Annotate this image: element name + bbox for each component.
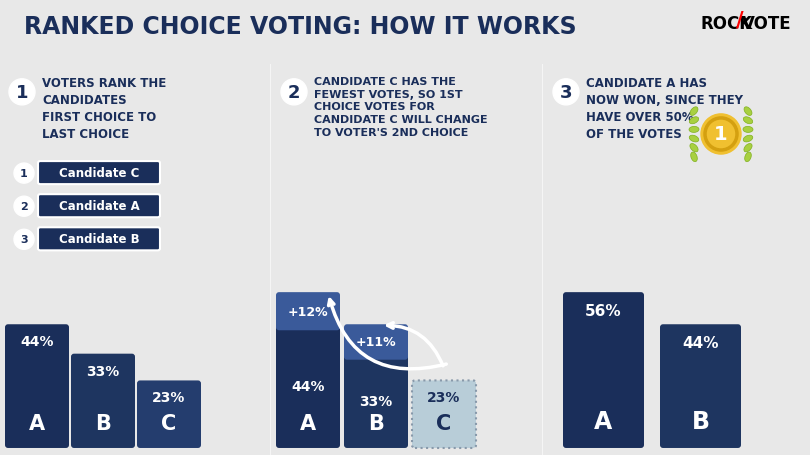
Text: VOTE: VOTE bbox=[742, 15, 791, 33]
Text: Candidate A: Candidate A bbox=[58, 200, 139, 213]
Ellipse shape bbox=[690, 144, 698, 152]
Text: 1: 1 bbox=[714, 125, 728, 144]
FancyBboxPatch shape bbox=[276, 324, 340, 448]
Text: 23%: 23% bbox=[428, 391, 461, 404]
FancyBboxPatch shape bbox=[38, 195, 160, 218]
Circle shape bbox=[14, 164, 34, 184]
FancyBboxPatch shape bbox=[344, 354, 408, 448]
Ellipse shape bbox=[744, 117, 752, 125]
Text: 1: 1 bbox=[20, 169, 28, 179]
Text: B: B bbox=[95, 413, 111, 433]
Text: Candidate B: Candidate B bbox=[58, 233, 139, 246]
FancyBboxPatch shape bbox=[5, 324, 69, 448]
Text: A: A bbox=[29, 413, 45, 433]
Text: 33%: 33% bbox=[87, 364, 120, 378]
FancyBboxPatch shape bbox=[412, 380, 476, 448]
Text: Candidate C: Candidate C bbox=[59, 167, 139, 180]
Text: A: A bbox=[595, 409, 612, 433]
Ellipse shape bbox=[689, 136, 699, 142]
Ellipse shape bbox=[691, 153, 697, 162]
FancyBboxPatch shape bbox=[563, 293, 644, 448]
Text: C: C bbox=[437, 413, 452, 433]
Ellipse shape bbox=[689, 127, 699, 133]
FancyBboxPatch shape bbox=[38, 162, 160, 185]
Text: 44%: 44% bbox=[20, 334, 53, 349]
Text: C: C bbox=[161, 413, 177, 433]
Text: VOTERS RANK THE
CANDIDATES
FIRST CHOICE TO
LAST CHOICE: VOTERS RANK THE CANDIDATES FIRST CHOICE … bbox=[42, 76, 166, 141]
Text: 23%: 23% bbox=[152, 391, 185, 404]
Ellipse shape bbox=[744, 153, 752, 162]
FancyBboxPatch shape bbox=[276, 293, 340, 330]
Circle shape bbox=[281, 80, 307, 106]
Circle shape bbox=[553, 80, 579, 106]
Text: A: A bbox=[300, 413, 316, 433]
Text: CANDIDATE C HAS THE
FEWEST VOTES, SO 1ST
CHOICE VOTES FOR
CANDIDATE C WILL CHANG: CANDIDATE C HAS THE FEWEST VOTES, SO 1ST… bbox=[314, 76, 488, 138]
Ellipse shape bbox=[744, 107, 752, 116]
Text: 44%: 44% bbox=[682, 335, 718, 350]
Text: CANDIDATE A HAS
NOW WON, SINCE THEY
HAVE OVER 50%
OF THE VOTES: CANDIDATE A HAS NOW WON, SINCE THEY HAVE… bbox=[586, 76, 743, 141]
Ellipse shape bbox=[744, 144, 752, 152]
Text: +12%: +12% bbox=[288, 305, 328, 318]
Text: ROCK: ROCK bbox=[701, 15, 752, 33]
Text: B: B bbox=[692, 409, 710, 433]
Text: 33%: 33% bbox=[360, 394, 393, 408]
Circle shape bbox=[14, 230, 34, 250]
Text: B: B bbox=[368, 413, 384, 433]
Text: 3: 3 bbox=[560, 84, 572, 101]
Circle shape bbox=[14, 197, 34, 217]
Text: RANKED CHOICE VOTING: HOW IT WORKS: RANKED CHOICE VOTING: HOW IT WORKS bbox=[24, 15, 577, 39]
Text: +11%: +11% bbox=[356, 336, 396, 349]
Ellipse shape bbox=[743, 127, 753, 133]
Ellipse shape bbox=[689, 117, 699, 125]
Ellipse shape bbox=[744, 136, 752, 142]
Circle shape bbox=[9, 80, 35, 106]
Text: /: / bbox=[736, 10, 744, 30]
Circle shape bbox=[701, 115, 741, 155]
Text: 44%: 44% bbox=[292, 379, 325, 393]
FancyBboxPatch shape bbox=[344, 324, 408, 360]
FancyBboxPatch shape bbox=[137, 380, 201, 448]
Text: 2: 2 bbox=[288, 84, 301, 101]
FancyBboxPatch shape bbox=[38, 228, 160, 251]
FancyBboxPatch shape bbox=[660, 324, 741, 448]
Text: 1: 1 bbox=[15, 84, 28, 101]
Text: 56%: 56% bbox=[585, 303, 622, 318]
Ellipse shape bbox=[690, 107, 698, 116]
FancyBboxPatch shape bbox=[71, 354, 135, 448]
Text: 2: 2 bbox=[20, 202, 28, 212]
Text: 3: 3 bbox=[20, 235, 28, 245]
